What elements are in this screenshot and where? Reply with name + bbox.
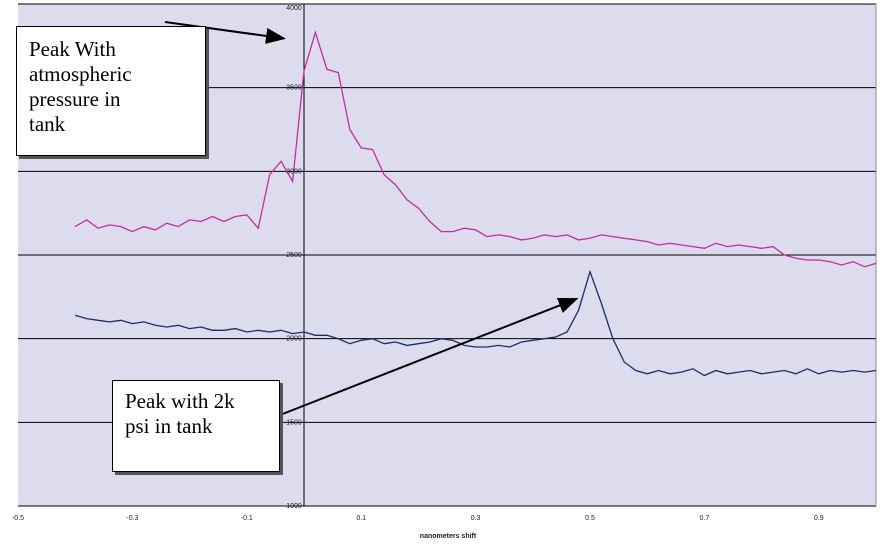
annotation-atmospheric-peak: Peak With atmospheric pressure in tank — [16, 26, 206, 156]
x-tick-label: 0.7 — [700, 515, 710, 522]
y-tick-label: 3000 — [286, 168, 302, 175]
y-tick-label: 2500 — [286, 252, 302, 259]
x-tick-label: 0.9 — [814, 515, 824, 522]
x-tick-label: -0.5 — [12, 515, 24, 522]
y-tick-label: 4000 — [286, 5, 302, 12]
annotation-line: pressure in — [29, 87, 121, 111]
y-tick-label: 1000 — [286, 503, 302, 510]
series-line-1 — [74, 30, 877, 268]
annotation-2k-psi-peak: Peak with 2k psi in tank — [112, 380, 280, 472]
y-tick-label: 3500 — [286, 85, 302, 92]
series-line-2 — [75, 269, 877, 377]
annotation-line: Peak With — [29, 37, 116, 61]
x-tick-label: 0.3 — [471, 515, 481, 522]
x-tick-label: -0.3 — [126, 515, 138, 522]
x-axis-label: nanometers shift — [420, 533, 477, 540]
annotation-line: psi in tank — [125, 414, 213, 438]
y-tick-label: 1500 — [286, 419, 302, 426]
x-tick-label: -0.1 — [241, 515, 253, 522]
annotation-arrow — [279, 297, 579, 416]
annotation-line: tank — [29, 112, 66, 136]
x-tick-label: 0.1 — [356, 515, 366, 522]
annotation-line: Peak with 2k — [125, 389, 235, 413]
annotation-arrow — [164, 21, 286, 44]
y-tick-label: 2000 — [286, 336, 302, 343]
annotation-line: atmospheric — [29, 62, 132, 86]
x-tick-label: 0.5 — [585, 515, 595, 522]
